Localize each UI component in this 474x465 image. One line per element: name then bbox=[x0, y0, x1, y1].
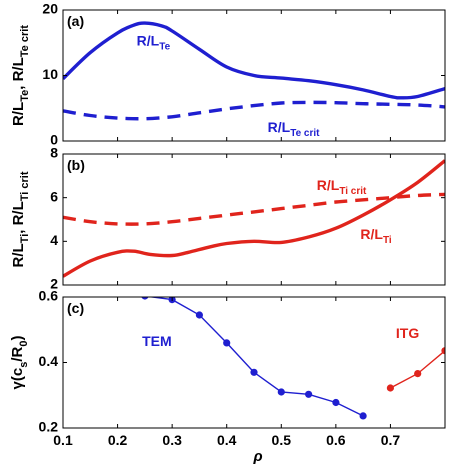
subscript-text: Te crit bbox=[290, 128, 320, 139]
subscript-text: s bbox=[18, 362, 30, 368]
y-axis-label: R/LTi, R/LTi crit bbox=[10, 171, 31, 267]
x-tick-label: 0.2 bbox=[108, 432, 128, 448]
y-tick-label: 20 bbox=[42, 1, 58, 17]
data-point-itg bbox=[386, 384, 394, 392]
plot-area bbox=[63, 297, 445, 428]
label-text: R/L bbox=[137, 32, 160, 48]
panel-data-1 bbox=[63, 21, 445, 121]
subscript-text: Ti crit bbox=[339, 186, 367, 197]
label-text: , R/L bbox=[10, 201, 27, 234]
axes-frame bbox=[62, 153, 446, 286]
panel-label: (a) bbox=[67, 13, 84, 29]
data-point-itg bbox=[414, 370, 422, 378]
label-text: TEM bbox=[142, 333, 172, 349]
x-tick-label: 0.5 bbox=[272, 432, 292, 448]
series-line-critical bbox=[63, 192, 445, 226]
label-text: γ(c bbox=[9, 368, 26, 390]
series-annotation: R/LTe crit bbox=[268, 119, 321, 139]
panel-data-3 bbox=[141, 297, 445, 420]
subscript-text: Te crit bbox=[19, 25, 31, 58]
data-point-tem bbox=[195, 311, 203, 319]
panel-data-2 bbox=[63, 159, 445, 278]
data-point-tem bbox=[277, 388, 285, 396]
label-text: R/L bbox=[360, 226, 383, 242]
y-tick-label: 4 bbox=[50, 232, 58, 248]
x-tick-label: 0.1 bbox=[53, 432, 73, 448]
y-tick-label: 0.2 bbox=[39, 419, 59, 435]
label-text: ) bbox=[9, 336, 26, 341]
data-point-tem bbox=[332, 398, 340, 407]
subscript-text: Te bbox=[19, 90, 31, 102]
y-tick-label: 0.4 bbox=[39, 353, 59, 369]
y-tick-label: 0.6 bbox=[39, 288, 59, 304]
panel-label: (c) bbox=[67, 300, 84, 316]
series-annotation: R/LTi crit bbox=[317, 177, 367, 197]
label-text: R/L bbox=[268, 119, 291, 135]
panel-label: (b) bbox=[67, 157, 85, 173]
x-axis-label: ρ bbox=[252, 448, 262, 465]
plot-area bbox=[63, 154, 445, 285]
x-tick-label: 0.4 bbox=[217, 432, 237, 448]
subscript-text: Te bbox=[159, 41, 170, 52]
label-text: R/L bbox=[10, 243, 27, 267]
y-axis-label: γ(cs/R0) bbox=[9, 336, 30, 390]
series-annotation: R/LTi bbox=[360, 226, 391, 246]
axes-frames bbox=[62, 9, 446, 429]
data-point-tem bbox=[223, 339, 231, 347]
label-text: , R/L bbox=[10, 57, 27, 90]
series-annotation: R/LTe bbox=[137, 32, 171, 52]
series-annotation: ITG bbox=[396, 325, 419, 341]
series-annotation: TEM bbox=[142, 333, 172, 349]
subscript-text: Ti crit bbox=[19, 171, 31, 201]
series-line-critical bbox=[63, 100, 445, 121]
y-tick-label: 10 bbox=[42, 66, 58, 82]
subscript-text: Ti bbox=[19, 234, 31, 244]
data-point-tem bbox=[359, 412, 367, 420]
y-tick-label: 8 bbox=[50, 145, 58, 161]
data-layer bbox=[63, 21, 445, 420]
x-tick-label: 0.7 bbox=[381, 432, 401, 448]
label-text: R/L bbox=[10, 102, 27, 126]
x-tick-label: 0.3 bbox=[162, 432, 182, 448]
subscript-text: Ti bbox=[383, 235, 392, 246]
subscript-text: 0 bbox=[18, 341, 30, 347]
data-point-tem bbox=[250, 368, 258, 376]
y-tick-label: 0 bbox=[50, 132, 58, 148]
label-text: /R bbox=[9, 346, 26, 361]
data-point-itg bbox=[441, 347, 445, 355]
series-line-profile bbox=[63, 159, 445, 278]
plot-backgrounds bbox=[63, 10, 445, 428]
data-point-tem bbox=[141, 297, 149, 300]
label-text: R/L bbox=[317, 177, 340, 193]
series-line-profile bbox=[63, 21, 445, 100]
y-tick-label: 6 bbox=[50, 188, 58, 204]
y-axis-label: R/LTe, R/LTe crit bbox=[10, 25, 31, 126]
y-tick-label: 2 bbox=[50, 276, 58, 292]
label-text: ITG bbox=[396, 325, 419, 341]
x-tick-label: 0.6 bbox=[326, 432, 346, 448]
data-point-tem bbox=[305, 390, 313, 398]
